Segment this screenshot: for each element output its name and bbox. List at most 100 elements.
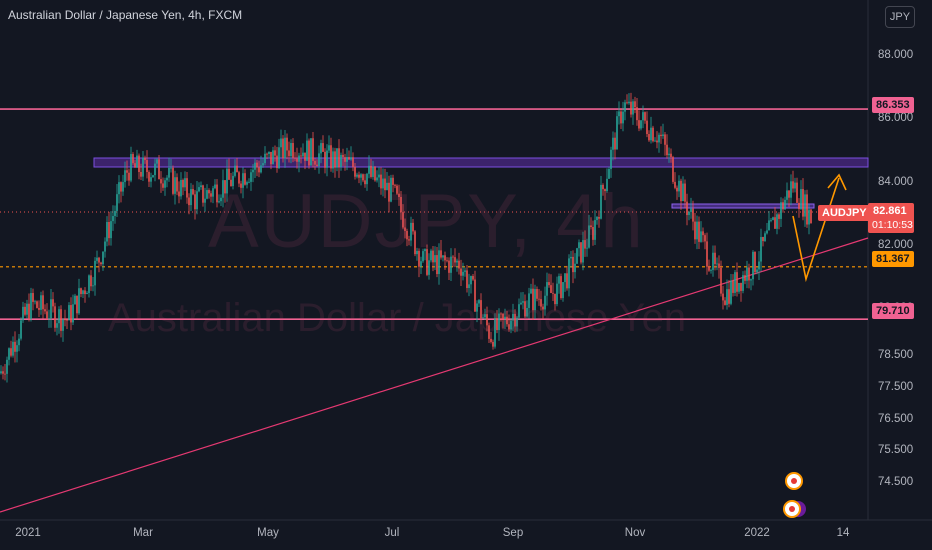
time-tick: Jul <box>384 527 400 539</box>
candle-body <box>476 303 478 312</box>
candle-body <box>226 168 228 194</box>
candle-body <box>576 248 578 264</box>
candle-body <box>748 267 750 281</box>
candle-body <box>68 305 70 321</box>
candle-body <box>658 134 660 143</box>
event-icon-upper[interactable] <box>785 472 803 490</box>
candle-body <box>630 101 632 115</box>
candle-body <box>212 188 214 197</box>
candle-body <box>128 172 130 181</box>
candle-body <box>670 153 672 158</box>
candle-body <box>380 174 382 189</box>
currency-button[interactable]: JPY <box>885 6 915 28</box>
time-tick: May <box>257 527 279 539</box>
candle-body <box>344 157 346 162</box>
candle-body <box>228 168 230 180</box>
consolidation-zone[interactable] <box>671 203 815 209</box>
candle-body <box>52 299 54 307</box>
candle-body <box>192 189 194 195</box>
candle-body <box>776 214 778 229</box>
candle-body <box>768 220 770 231</box>
resistance-zone[interactable] <box>93 157 869 168</box>
candle-body <box>50 299 52 319</box>
candle-body <box>284 137 286 159</box>
candle-body <box>168 167 170 178</box>
candle-body <box>296 158 298 162</box>
candle-body <box>632 101 634 115</box>
candle-body <box>474 279 476 312</box>
candle-body <box>800 189 802 209</box>
candle-body <box>456 260 458 263</box>
candle-body <box>320 143 322 154</box>
candle-body <box>524 301 526 317</box>
candle-body <box>702 231 704 236</box>
candle-body <box>180 179 182 197</box>
candle-body <box>102 251 104 265</box>
candle-body <box>46 311 48 319</box>
candle-body <box>54 306 56 328</box>
candle-body <box>642 112 644 121</box>
candle-body <box>294 157 296 159</box>
candle-body <box>312 138 314 161</box>
candle-body <box>134 163 136 168</box>
candle-body <box>260 165 262 173</box>
event-icon-lower[interactable] <box>783 500 806 518</box>
candle-body <box>470 275 472 285</box>
candle-body <box>598 216 600 219</box>
candle-body <box>508 324 510 330</box>
candle-body <box>510 320 512 330</box>
candle-body <box>146 160 148 173</box>
time-tick: 14 <box>836 527 850 539</box>
candle-body <box>100 262 102 265</box>
trendline[interactable] <box>0 237 869 513</box>
candle-body <box>282 138 284 159</box>
candle-body <box>332 151 334 169</box>
candle-body <box>388 182 390 202</box>
candle-body <box>662 134 664 137</box>
candle-body <box>0 371 2 374</box>
candle-body <box>10 348 12 356</box>
candle-body <box>660 134 662 137</box>
candle-body <box>696 221 698 240</box>
candle-body <box>692 208 694 222</box>
candle-body <box>94 260 96 286</box>
candle-body <box>570 256 572 259</box>
candle-body <box>618 111 620 117</box>
candle-body <box>512 313 514 321</box>
candle-body <box>700 231 702 242</box>
chart-title: Australian Dollar / Japanese Yen, 4h, FX… <box>8 8 243 22</box>
candle-body <box>488 325 490 339</box>
candle-body <box>698 221 700 242</box>
candle-body <box>460 268 462 276</box>
candle-body <box>802 189 804 217</box>
candle-body <box>634 101 636 108</box>
candle-body <box>16 345 18 352</box>
candle-body <box>500 313 502 315</box>
price-tick: 76.500 <box>878 412 914 425</box>
candle-body <box>646 120 648 135</box>
candle-body <box>326 150 328 168</box>
candle-body <box>276 155 278 169</box>
candle-body <box>604 189 606 192</box>
candle-body <box>792 181 794 189</box>
candle-body <box>640 120 642 129</box>
candle-body <box>608 169 610 179</box>
candle-body <box>462 271 464 276</box>
candle-body <box>532 288 534 311</box>
candle-body <box>154 163 156 176</box>
candle-body <box>806 194 808 225</box>
candle-body <box>492 341 494 347</box>
candle-body <box>400 196 402 213</box>
candle-body <box>650 127 652 141</box>
candle-body <box>720 267 722 294</box>
candle-body <box>360 174 362 178</box>
candle-body <box>80 288 82 295</box>
candle-body <box>356 174 358 177</box>
candle-body <box>520 302 522 305</box>
candle-body <box>654 140 656 142</box>
candle-body <box>722 293 724 301</box>
candle-body <box>526 307 528 317</box>
candle-body <box>214 184 216 189</box>
candle-body <box>798 202 800 209</box>
